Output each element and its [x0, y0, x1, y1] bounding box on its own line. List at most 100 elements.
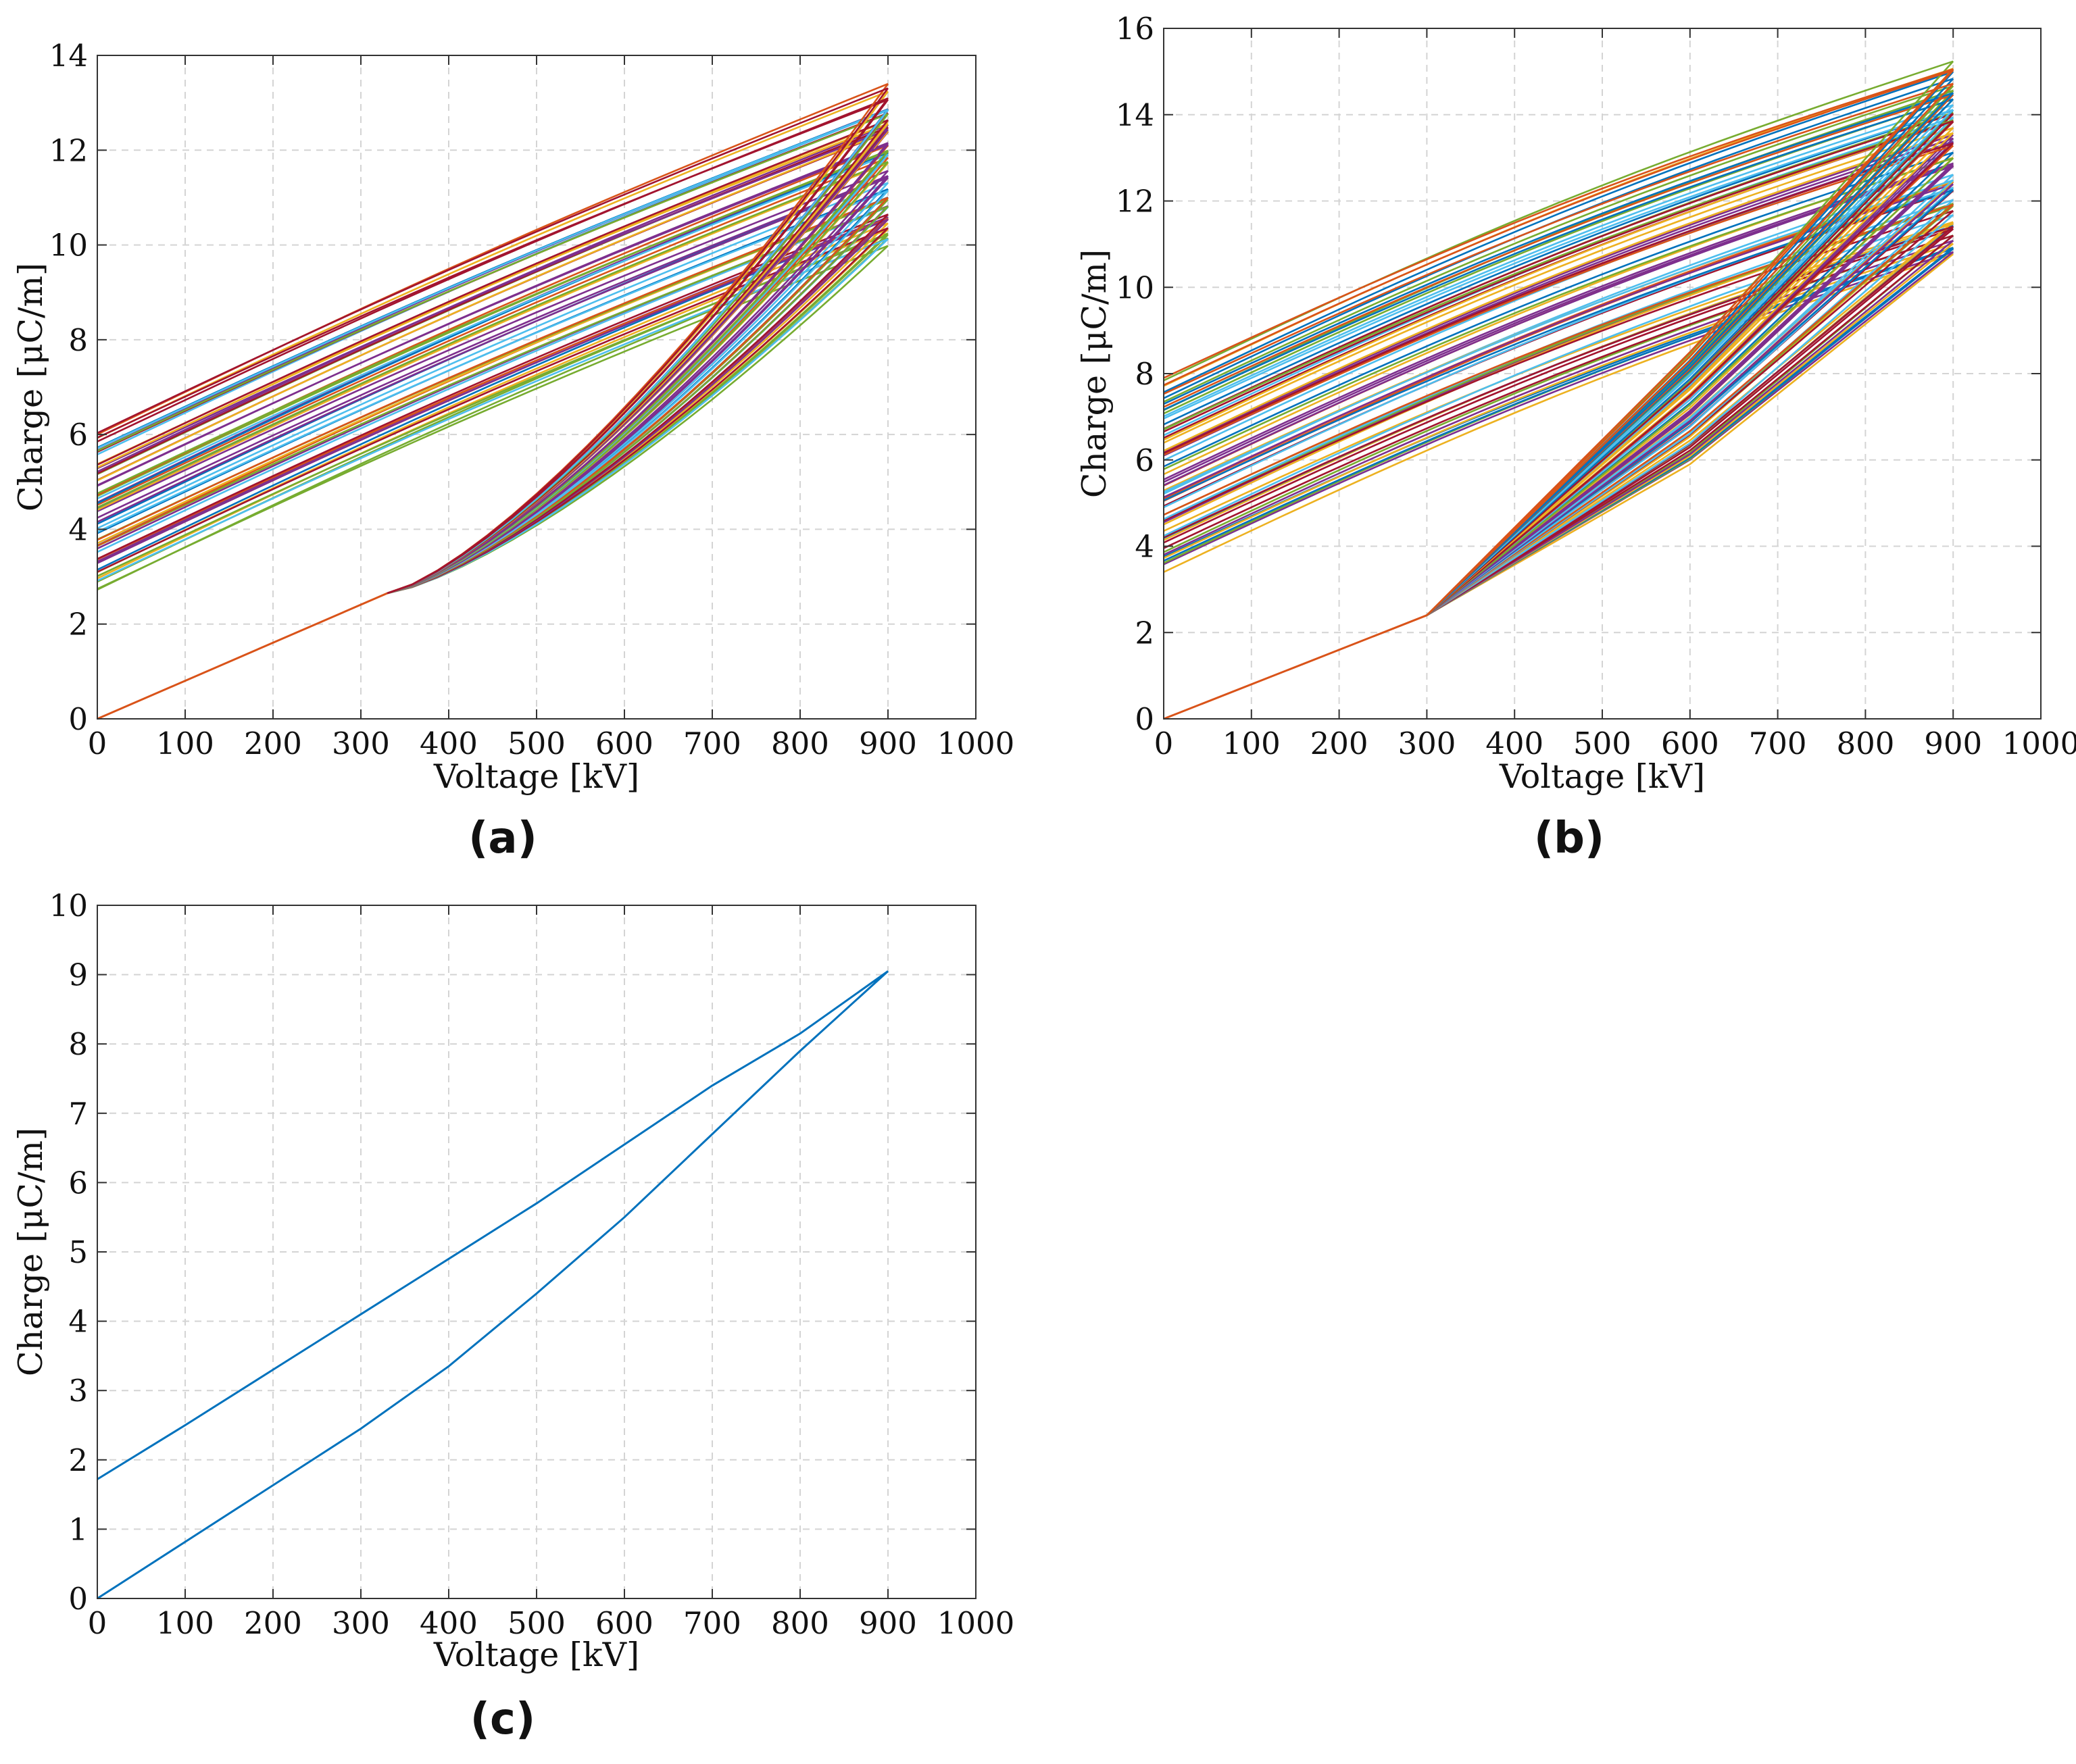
x-tick-label: 800: [1836, 726, 1894, 761]
x-tick-label: 200: [1310, 726, 1368, 761]
x-tick-label: 400: [420, 726, 478, 761]
y-tick-label: 10: [1116, 270, 1154, 305]
y-tick-label: 6: [68, 1165, 88, 1201]
y-tick-label: 6: [1135, 443, 1154, 478]
upper-branch-line: [97, 113, 889, 452]
lower-branch-line: [387, 91, 889, 595]
upper-branch-line: [97, 161, 889, 509]
x-tick-label: 700: [683, 1605, 741, 1641]
y-tick-label: 2: [1135, 615, 1154, 651]
upper-branch-line: [1163, 69, 1954, 386]
x-tick-label: 100: [1222, 726, 1281, 761]
upper-branch-line: [1163, 199, 1954, 520]
lower-branch-line: [1426, 109, 1954, 616]
y-tick-label: 0: [68, 1581, 88, 1617]
upper-branch-line: [1163, 113, 1954, 430]
x-tick-label: 300: [332, 1605, 390, 1641]
x-tick-label: 1000: [937, 1605, 1015, 1641]
x-tick-label: 600: [1661, 726, 1719, 761]
y-tick-label: 14: [1116, 97, 1154, 133]
upper-branch-line: [97, 150, 889, 495]
x-tick-label: 500: [508, 726, 566, 761]
upper-branch-line: [1163, 183, 1954, 499]
lower-branch-line: [387, 143, 889, 595]
y-tick-label: 2: [68, 1442, 88, 1478]
upper-branch-line: [97, 190, 889, 533]
x-tick-label: 400: [420, 1605, 478, 1641]
upper-branch-line: [1163, 84, 1954, 403]
upper-branch-line: [97, 218, 889, 561]
x-tick-label: 1000: [937, 726, 1015, 761]
panel-label: (b): [1534, 813, 1604, 863]
upper-branch-line: [97, 162, 889, 511]
lower-branch-line: [1426, 253, 1954, 616]
x-axis-label: Voltage [kV]: [1499, 757, 1705, 796]
panel-label: (c): [470, 1694, 535, 1744]
y-tick-label: 10: [49, 888, 88, 924]
upper-branch-line: [1163, 151, 1954, 468]
upper-branch-line: [97, 197, 889, 541]
upper-branch-line: [97, 153, 889, 500]
y-tick-label: 16: [1116, 11, 1154, 47]
x-tick-label: 900: [859, 726, 917, 761]
y-tick-label: 4: [68, 511, 88, 547]
y-tick-label: 0: [68, 701, 88, 737]
upper-branch-line: [1163, 142, 1954, 454]
upper-branch-line: [1163, 68, 1954, 379]
lower-branch-line: [1426, 120, 1954, 616]
chart-panel-c: 0 100 200 300 400 500 600 700 800 900 1000 0 1 2 3 4 5 6 7…: [11, 888, 1014, 1744]
y-tick-label: 0: [1135, 701, 1154, 737]
lower-branch-line: [1426, 240, 1954, 616]
panel-label: (a): [468, 813, 537, 863]
y-tick-label: 12: [1116, 184, 1154, 220]
upper-branch-line: [1163, 132, 1954, 452]
hysteresis-loop-line: [97, 970, 889, 1600]
upper-branch-line: [1163, 109, 1954, 420]
x-tick-label: 0: [88, 726, 107, 761]
upper-branch-line: [1163, 164, 1954, 483]
x-tick-label: 500: [1573, 726, 1631, 761]
series-group: [97, 82, 889, 720]
upper-branch-line: [97, 99, 889, 438]
y-tick-label: 4: [1135, 529, 1154, 565]
lower-branch-line: [1426, 82, 1954, 616]
y-tick-label: 7: [68, 1096, 88, 1132]
series-group: [1163, 60, 1954, 720]
x-tick-label: 0: [1154, 726, 1174, 761]
lower-branch-line: [1426, 157, 1954, 616]
upper-branch-line: [97, 124, 889, 473]
upper-branch-line: [97, 130, 889, 482]
x-tick-label: 1000: [2002, 726, 2076, 761]
x-tick-label: 700: [683, 726, 741, 761]
x-tick-label: 600: [595, 726, 653, 761]
lower-branch-line: [1426, 70, 1954, 616]
upper-branch-line: [97, 238, 889, 582]
upper-branch-line: [1163, 92, 1954, 405]
upper-branch-line: [97, 87, 889, 434]
x-tick-label: 200: [244, 1605, 302, 1641]
lower-branch-line: [1426, 234, 1954, 616]
upper-branch-line: [1163, 157, 1954, 470]
upper-branch-line: [1163, 104, 1954, 418]
upper-branch-line: [1163, 94, 1954, 408]
x-tick-label: 900: [1924, 726, 1982, 761]
y-tick-label: 1: [68, 1511, 88, 1547]
x-tick-label: 0: [88, 1605, 107, 1641]
upper-branch-line: [1163, 119, 1954, 430]
upper-branch-line: [1163, 71, 1954, 393]
upper-branch-line: [97, 91, 889, 439]
upper-branch-line: [1163, 109, 1954, 426]
upper-branch-line: [1163, 120, 1954, 441]
chart-panel-a: 0 100 200 300 400 500 600 700 800 900 1000 0 2 4 6 8 10 1…: [11, 38, 1014, 863]
x-tick-label: 800: [771, 1605, 829, 1641]
upper-branch-line: [97, 119, 889, 466]
upper-branch-line: [1163, 98, 1954, 411]
lower-branch-line: [1426, 143, 1954, 616]
upper-branch-line: [97, 143, 889, 486]
y-tick-label: 4: [68, 1304, 88, 1340]
upper-branch-line: [97, 157, 889, 506]
x-tick-label: 700: [1749, 726, 1807, 761]
upper-branch-line: [1163, 120, 1954, 433]
initial-branch-line: [97, 592, 388, 720]
